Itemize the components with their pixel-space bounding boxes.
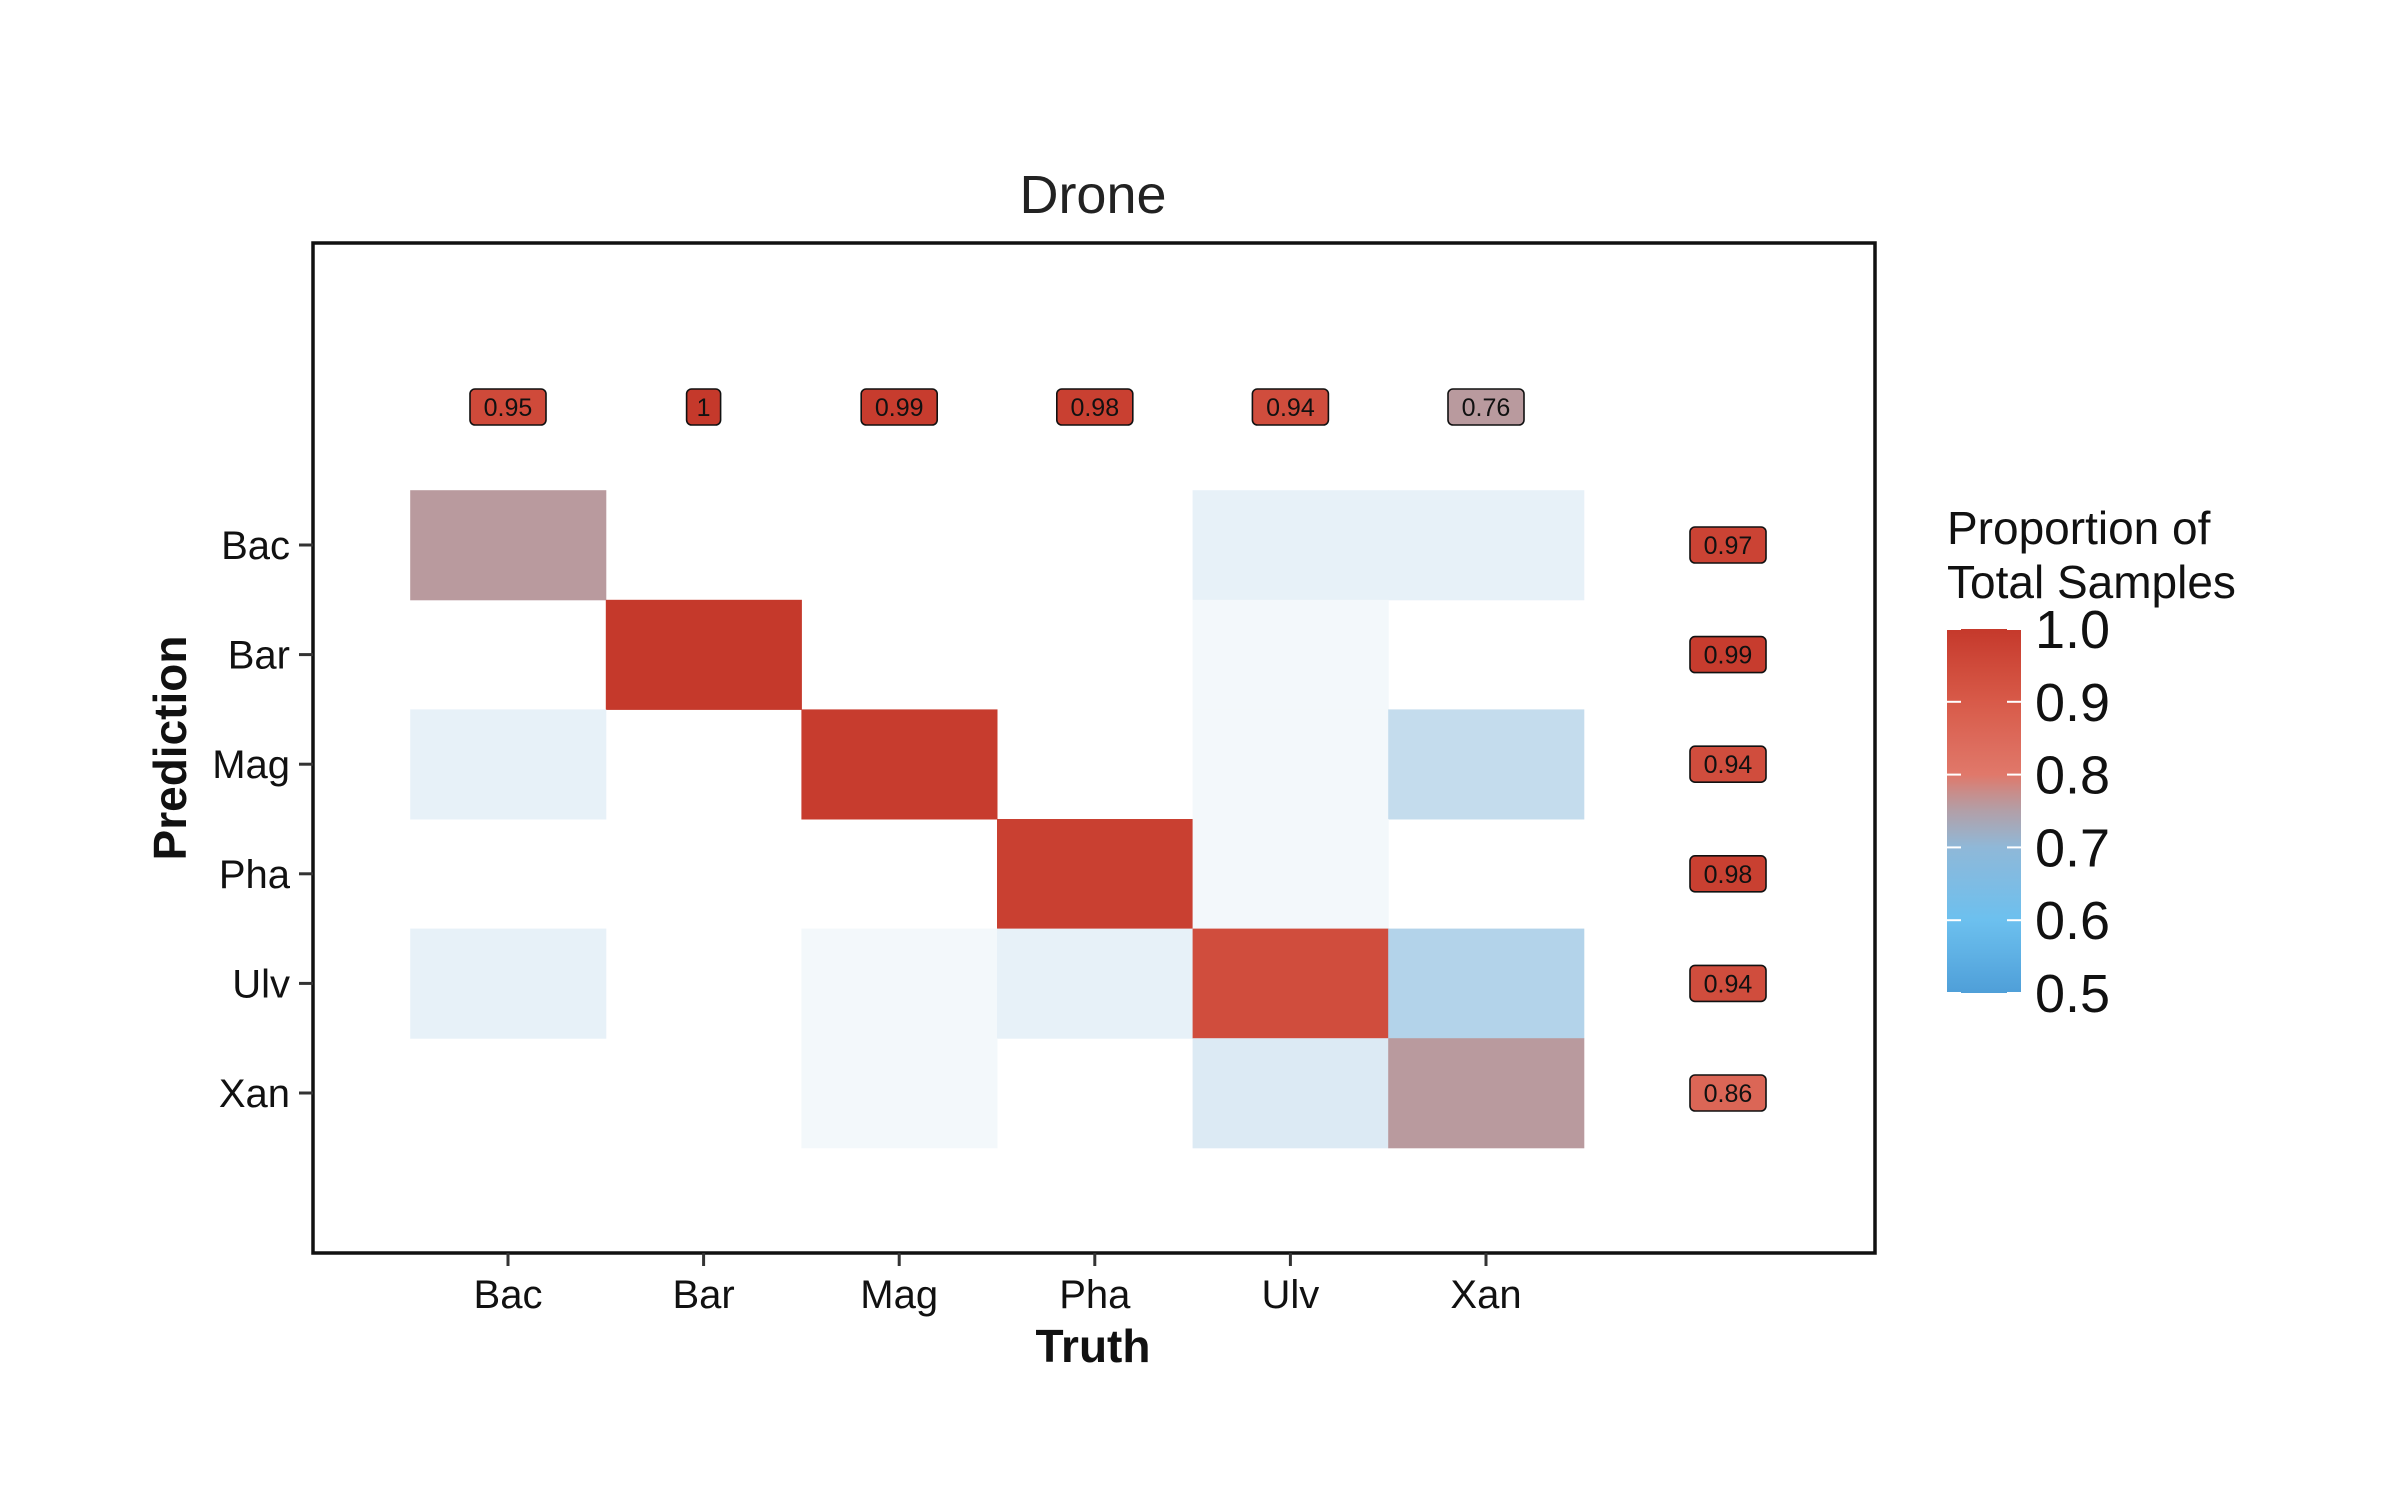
heatmap-cell-bar-bar <box>605 599 802 710</box>
legend-tick-label: 0.8 <box>2035 746 2110 806</box>
row-accuracy-bar-box <box>1689 635 1767 674</box>
row-accuracy-mag: 0.94 <box>1689 745 1767 784</box>
heatmap-cell-mag-ulv <box>801 928 998 1039</box>
heatmap-cell-ulv-bac <box>1192 490 1389 601</box>
heatmap-cells <box>410 490 1585 1149</box>
heatmap-cell-bac-bac <box>410 490 607 601</box>
column-accuracy-labels: 0.95 1 0.99 0.98 0.94 0.76 <box>469 388 1525 426</box>
heatmap-cell-mag-mag <box>801 709 998 820</box>
y-axis-label: Prediction <box>144 636 196 861</box>
x-tick-label-xan: Xan <box>1450 1273 1521 1317</box>
heatmap-cell-ulv-xan <box>1192 1038 1389 1149</box>
legend-colorbar <box>1947 629 2021 993</box>
column-accuracy-pha: 0.98 <box>1056 388 1134 426</box>
column-accuracy-pha-text: 0.98 <box>1070 394 1119 422</box>
x-axis-ticks: Bac Bar Mag Pha Ulv Xan <box>474 1253 1522 1317</box>
heatmap-cell-bac-mag <box>410 709 607 820</box>
heatmap-cell-ulv-mag <box>1192 709 1389 820</box>
column-accuracy-mag-text: 0.99 <box>875 394 924 422</box>
legend-tick-label: 0.5 <box>2035 964 2110 1024</box>
column-accuracy-xan-text: 0.76 <box>1462 394 1511 422</box>
y-tick-label-bac: Bac <box>221 524 290 568</box>
column-accuracy-xan-box <box>1447 388 1525 426</box>
column-accuracy-mag: 0.99 <box>860 388 939 426</box>
row-accuracy-pha: 0.98 <box>1689 854 1767 893</box>
x-axis-label: Truth <box>1036 1320 1151 1372</box>
column-accuracy-bar-text: 1 <box>697 394 711 422</box>
row-accuracy-bar: 0.99 <box>1689 635 1767 674</box>
y-tick-label-pha: Pha <box>219 853 291 897</box>
row-accuracy-bar-text: 0.99 <box>1704 642 1753 670</box>
row-accuracy-ulv-box <box>1689 964 1767 1003</box>
column-accuracy-bac-box <box>469 388 547 426</box>
column-accuracy-bac-text: 0.95 <box>484 394 533 422</box>
row-accuracy-xan-box <box>1689 1074 1767 1112</box>
y-tick-label-xan: Xan <box>219 1072 290 1116</box>
heatmap-cell-ulv-ulv <box>1192 928 1389 1039</box>
legend-title-line-2: Total Samples <box>1947 556 2236 608</box>
heatmap-cell-xan-mag <box>1388 709 1585 820</box>
y-tick-label-bar: Bar <box>228 634 290 678</box>
column-accuracy-pha-box <box>1056 388 1134 426</box>
heatmap-cell-ulv-pha <box>1192 819 1389 930</box>
column-accuracy-bar: 1 <box>685 388 722 426</box>
heatmap-cell-xan-ulv <box>1388 928 1585 1039</box>
row-accuracy-labels: 0.97 0.99 0.94 0.98 0.94 0.86 <box>1689 526 1767 1112</box>
column-accuracy-ulv-text: 0.94 <box>1266 394 1315 422</box>
x-tick-label-bac: Bac <box>474 1273 543 1317</box>
column-accuracy-mag-box <box>860 388 939 426</box>
legend-tick-label: 0.7 <box>2035 818 2110 878</box>
row-accuracy-xan-text: 0.86 <box>1704 1080 1753 1108</box>
row-accuracy-ulv-text: 0.94 <box>1704 970 1753 998</box>
row-accuracy-bac-text: 0.97 <box>1704 532 1753 560</box>
y-axis-ticks: Bac Bar Mag Pha Ulv Xan <box>212 524 313 1116</box>
color-legend: Proportion of Total Samples 1.0 0.9 0.8 0.7… <box>1947 502 2236 1024</box>
row-accuracy-bac-box <box>1689 526 1767 564</box>
column-accuracy-xan: 0.76 <box>1447 388 1525 426</box>
heatmap-cell-xan-bac <box>1388 490 1585 601</box>
row-accuracy-bac: 0.97 <box>1689 526 1767 564</box>
column-accuracy-bac: 0.95 <box>469 388 547 426</box>
row-accuracy-mag-box <box>1689 745 1767 784</box>
heatmap-cell-ulv-bar <box>1192 599 1389 710</box>
heatmap-cell-pha-pha <box>997 819 1194 930</box>
heatmap-cell-bac-ulv <box>410 928 607 1039</box>
x-tick-label-pha: Pha <box>1059 1273 1131 1317</box>
y-tick-label-ulv: Ulv <box>232 962 290 1006</box>
x-tick-label-ulv: Ulv <box>1262 1273 1320 1317</box>
chart-title: Drone <box>1019 165 1166 225</box>
legend-ticks: 1.0 0.9 0.8 0.7 0.6 0.5 <box>1947 600 2110 1024</box>
legend-tick-label: 0.9 <box>2035 673 2110 733</box>
legend-tick-label: 1.0 <box>2035 600 2110 660</box>
column-accuracy-ulv-box <box>1251 388 1330 426</box>
y-tick-label-mag: Mag <box>212 743 290 787</box>
legend-tick-label: 0.6 <box>2035 891 2110 951</box>
column-accuracy-bar-box <box>685 388 722 426</box>
heatmap-cell-xan-xan <box>1388 1038 1585 1149</box>
column-accuracy-ulv: 0.94 <box>1251 388 1330 426</box>
row-accuracy-pha-text: 0.98 <box>1704 861 1753 889</box>
legend-title-line-1: Proportion of <box>1947 502 2211 554</box>
row-accuracy-pha-box <box>1689 854 1767 893</box>
x-tick-label-bar: Bar <box>672 1273 734 1317</box>
heatmap-cell-pha-ulv <box>997 928 1194 1039</box>
row-accuracy-mag-text: 0.94 <box>1704 751 1753 779</box>
heatmap-cell-mag-xan <box>801 1038 998 1149</box>
x-tick-label-mag: Mag <box>860 1273 938 1317</box>
row-accuracy-xan: 0.86 <box>1689 1074 1767 1112</box>
row-accuracy-ulv: 0.94 <box>1689 964 1767 1003</box>
